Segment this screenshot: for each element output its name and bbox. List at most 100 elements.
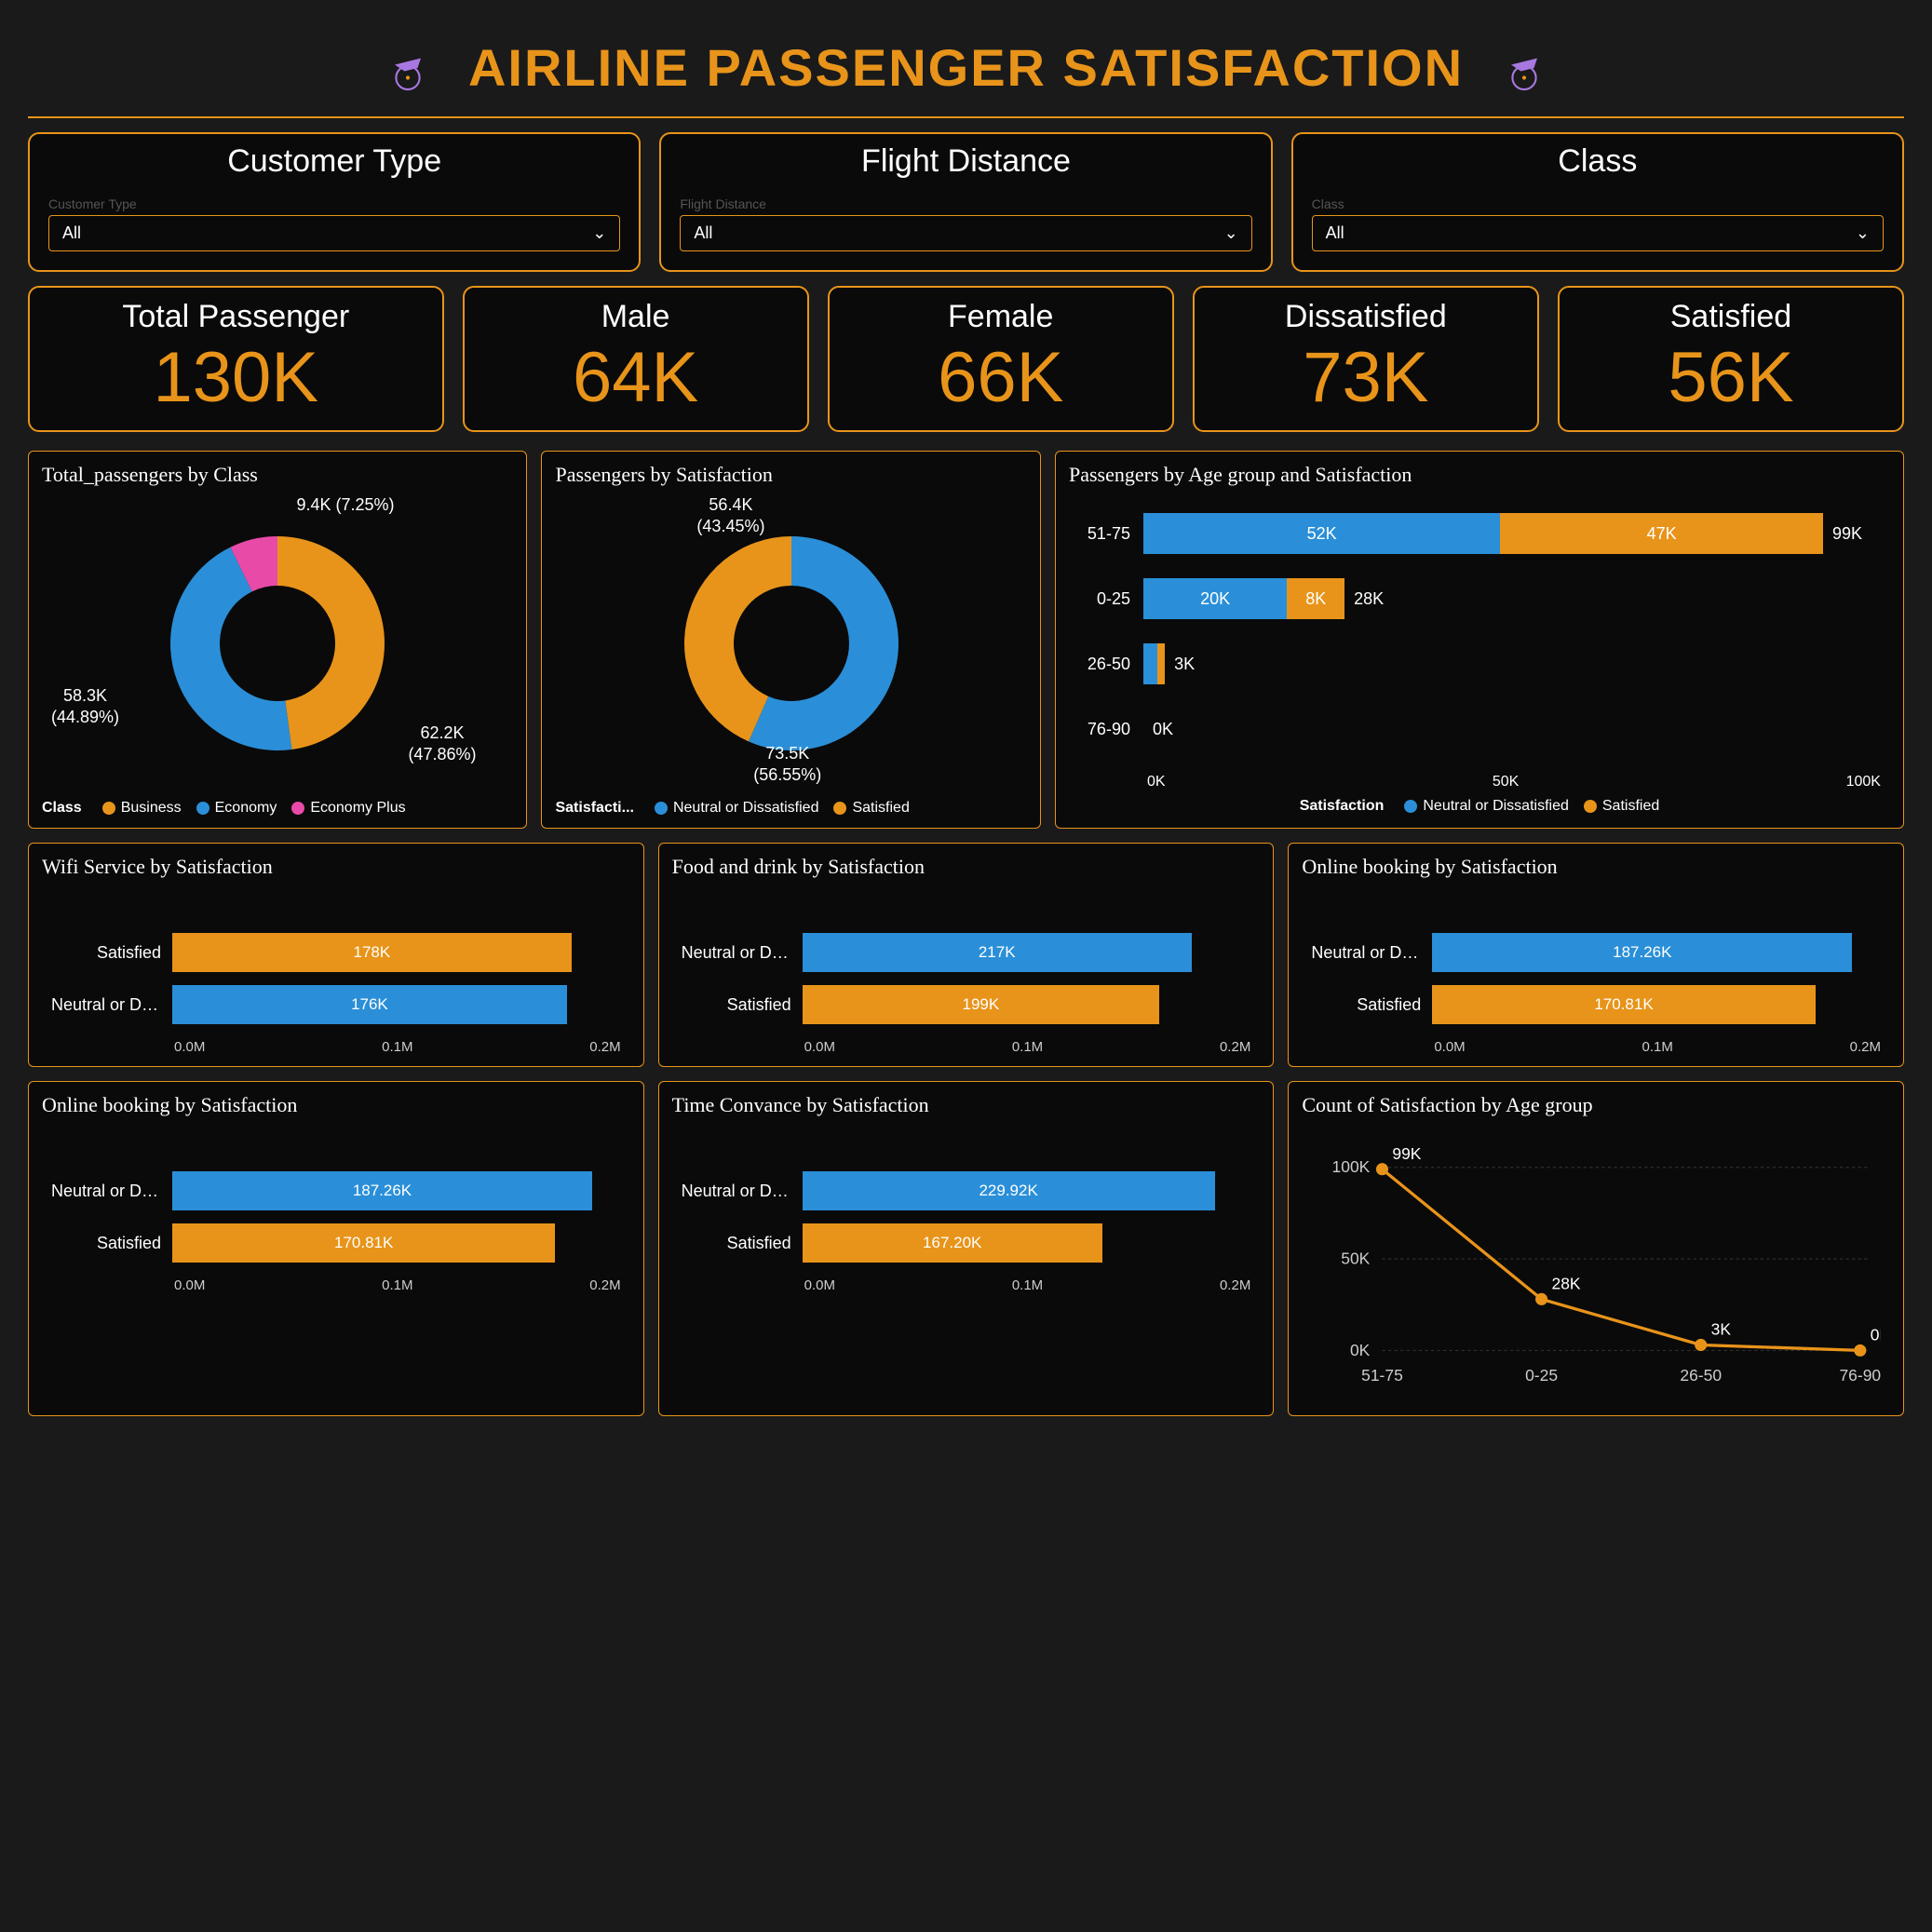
axis-tick: 0.0M	[174, 1277, 205, 1293]
legend-title: Satisfaction	[1300, 798, 1385, 815]
filter-card: Customer Type Customer Type All ⌄	[28, 132, 641, 272]
stacked-segment[interactable]: 8K	[1287, 578, 1344, 619]
point-label: 28K	[1552, 1274, 1581, 1292]
bar-total: 28K	[1354, 589, 1384, 609]
legend-item[interactable]: Economy Plus	[291, 800, 405, 817]
bar-fill[interactable]: 229.92K	[803, 1171, 1215, 1210]
filter-value: All	[694, 223, 712, 243]
bar-total: 99K	[1832, 524, 1862, 544]
kpi-label: Female	[839, 299, 1163, 335]
axis-tick: 0.2M	[589, 1277, 620, 1293]
bar-row: Neutral or Dis... 229.92K	[682, 1171, 1251, 1210]
filter-select[interactable]: All ⌄	[48, 215, 620, 251]
bar-chart-card: Food and drink by Satisfaction Neutral o…	[658, 843, 1275, 1067]
chart-title: Online booking by Satisfaction	[42, 1093, 630, 1117]
bar-fill[interactable]: 187.26K	[1432, 933, 1852, 972]
legend-item[interactable]: Satisfied	[833, 800, 909, 817]
bar-label: Neutral or Dis...	[1311, 943, 1432, 963]
filter-value: All	[1326, 223, 1344, 243]
bar-row: Satisfied 178K	[51, 933, 621, 972]
bar-label: Satisfied	[51, 1234, 172, 1253]
donut-label: 56.4K(43.45%)	[696, 494, 764, 536]
bar-fill[interactable]: 199K	[803, 985, 1159, 1024]
axis-tick: 50K	[1342, 1250, 1371, 1268]
donut-slice[interactable]	[277, 536, 385, 750]
stacked-segment[interactable]	[1157, 643, 1165, 684]
kpi-value: 64K	[474, 343, 798, 413]
line-point[interactable]	[1695, 1339, 1707, 1351]
line-series[interactable]	[1383, 1169, 1860, 1351]
bar-label: 51-75	[1078, 524, 1143, 544]
chart-title: Total_passengers by Class	[42, 463, 513, 487]
stacked-segment[interactable]: 52K	[1143, 513, 1500, 554]
bar-fill[interactable]: 178K	[172, 933, 572, 972]
axis-tick: 0.1M	[1012, 1039, 1043, 1055]
filter-select[interactable]: All ⌄	[1312, 215, 1884, 251]
kpi-card: Dissatisfied 73K	[1193, 286, 1539, 432]
stacked-segment[interactable]	[1143, 643, 1157, 684]
bar-label: 76-90	[1078, 720, 1143, 739]
chart-title: Online booking by Satisfaction	[1302, 855, 1890, 879]
bar-fill[interactable]: 170.81K	[1432, 985, 1815, 1024]
kpi-value: 130K	[39, 343, 433, 413]
kpi-row: Total Passenger 130K Male 64K Female 66K…	[28, 286, 1904, 432]
stacked-row: 76-90 0K	[1078, 709, 1862, 750]
filter-select[interactable]: All ⌄	[680, 215, 1251, 251]
axis-tick: 0.1M	[382, 1277, 412, 1293]
point-label: 3K	[1711, 1320, 1732, 1339]
donut-sat-card: Passengers by Satisfaction 73.5K(56.55%)…	[541, 451, 1040, 829]
axis-tick: 0.2M	[589, 1039, 620, 1055]
axis-tick: 76-90	[1840, 1366, 1881, 1385]
bar-total: 3K	[1174, 655, 1195, 674]
stacked-bar-card: Passengers by Age group and Satisfaction…	[1055, 451, 1904, 829]
chart-title: Food and drink by Satisfaction	[672, 855, 1261, 879]
chevron-down-icon: ⌄	[1856, 223, 1870, 243]
stacked-segment[interactable]: 47K	[1500, 513, 1823, 554]
bar-row: Satisfied 199K	[682, 985, 1251, 1024]
donut-class-card: Total_passengers by Class 62.2K(47.86%)5…	[28, 451, 527, 829]
legend-item[interactable]: Business	[102, 800, 182, 817]
bar-row: Satisfied 170.81K	[1311, 985, 1881, 1024]
legend-item[interactable]: Satisfied	[1584, 798, 1659, 815]
dashboard-header: AIRLINE PASSENGER SATISFACTION	[28, 28, 1904, 118]
bar-fill[interactable]: 217K	[803, 933, 1192, 972]
chart-title: Passengers by Age group and Satisfaction	[1069, 463, 1890, 487]
bar-label: 0-25	[1078, 589, 1143, 609]
plane-icon-left	[375, 45, 440, 91]
chart-title: Wifi Service by Satisfaction	[42, 855, 630, 879]
filter-sublabel: Flight Distance	[680, 196, 1251, 211]
chevron-down-icon: ⌄	[592, 223, 606, 243]
bar-fill[interactable]: 187.26K	[172, 1171, 592, 1210]
kpi-value: 66K	[839, 343, 1163, 413]
filter-title: Customer Type	[48, 143, 620, 180]
kpi-label: Satisfied	[1569, 299, 1893, 335]
bar-label: Neutral or Dis...	[51, 1182, 172, 1201]
kpi-value: 73K	[1204, 343, 1528, 413]
axis-tick: 0.0M	[174, 1039, 205, 1055]
bar-row: Neutral or Dis... 187.26K	[51, 1171, 621, 1210]
legend-item[interactable]: Neutral or Dissatisfied	[1404, 798, 1569, 815]
axis-tick: 50K	[1493, 774, 1519, 790]
line-point[interactable]	[1376, 1163, 1388, 1175]
axis-tick: 0-25	[1525, 1366, 1558, 1385]
legend-item[interactable]: Economy	[196, 800, 277, 817]
bar-label: Neutral or Dis...	[51, 995, 172, 1015]
filter-title: Class	[1312, 143, 1884, 180]
filter-sublabel: Customer Type	[48, 196, 620, 211]
axis-tick: 0.0M	[804, 1277, 835, 1293]
filter-card: Class Class All ⌄	[1291, 132, 1904, 272]
donut-label: 62.2K(47.86%)	[408, 723, 476, 764]
kpi-card: Total Passenger 130K	[28, 286, 444, 432]
stacked-segment[interactable]: 20K	[1143, 578, 1287, 619]
plane-icon-right	[1492, 45, 1557, 91]
bar-fill[interactable]: 176K	[172, 985, 567, 1024]
line-point[interactable]	[1855, 1344, 1867, 1357]
kpi-card: Satisfied 56K	[1558, 286, 1904, 432]
bar-label: Satisfied	[1311, 995, 1432, 1015]
legend-item[interactable]: Neutral or Dissatisfied	[655, 800, 819, 817]
donut-label: 73.5K(56.55%)	[753, 743, 821, 785]
bar-fill[interactable]: 167.20K	[803, 1223, 1102, 1263]
bar-fill[interactable]: 170.81K	[172, 1223, 555, 1263]
axis-tick: 26-50	[1681, 1366, 1723, 1385]
line-point[interactable]	[1535, 1293, 1547, 1305]
